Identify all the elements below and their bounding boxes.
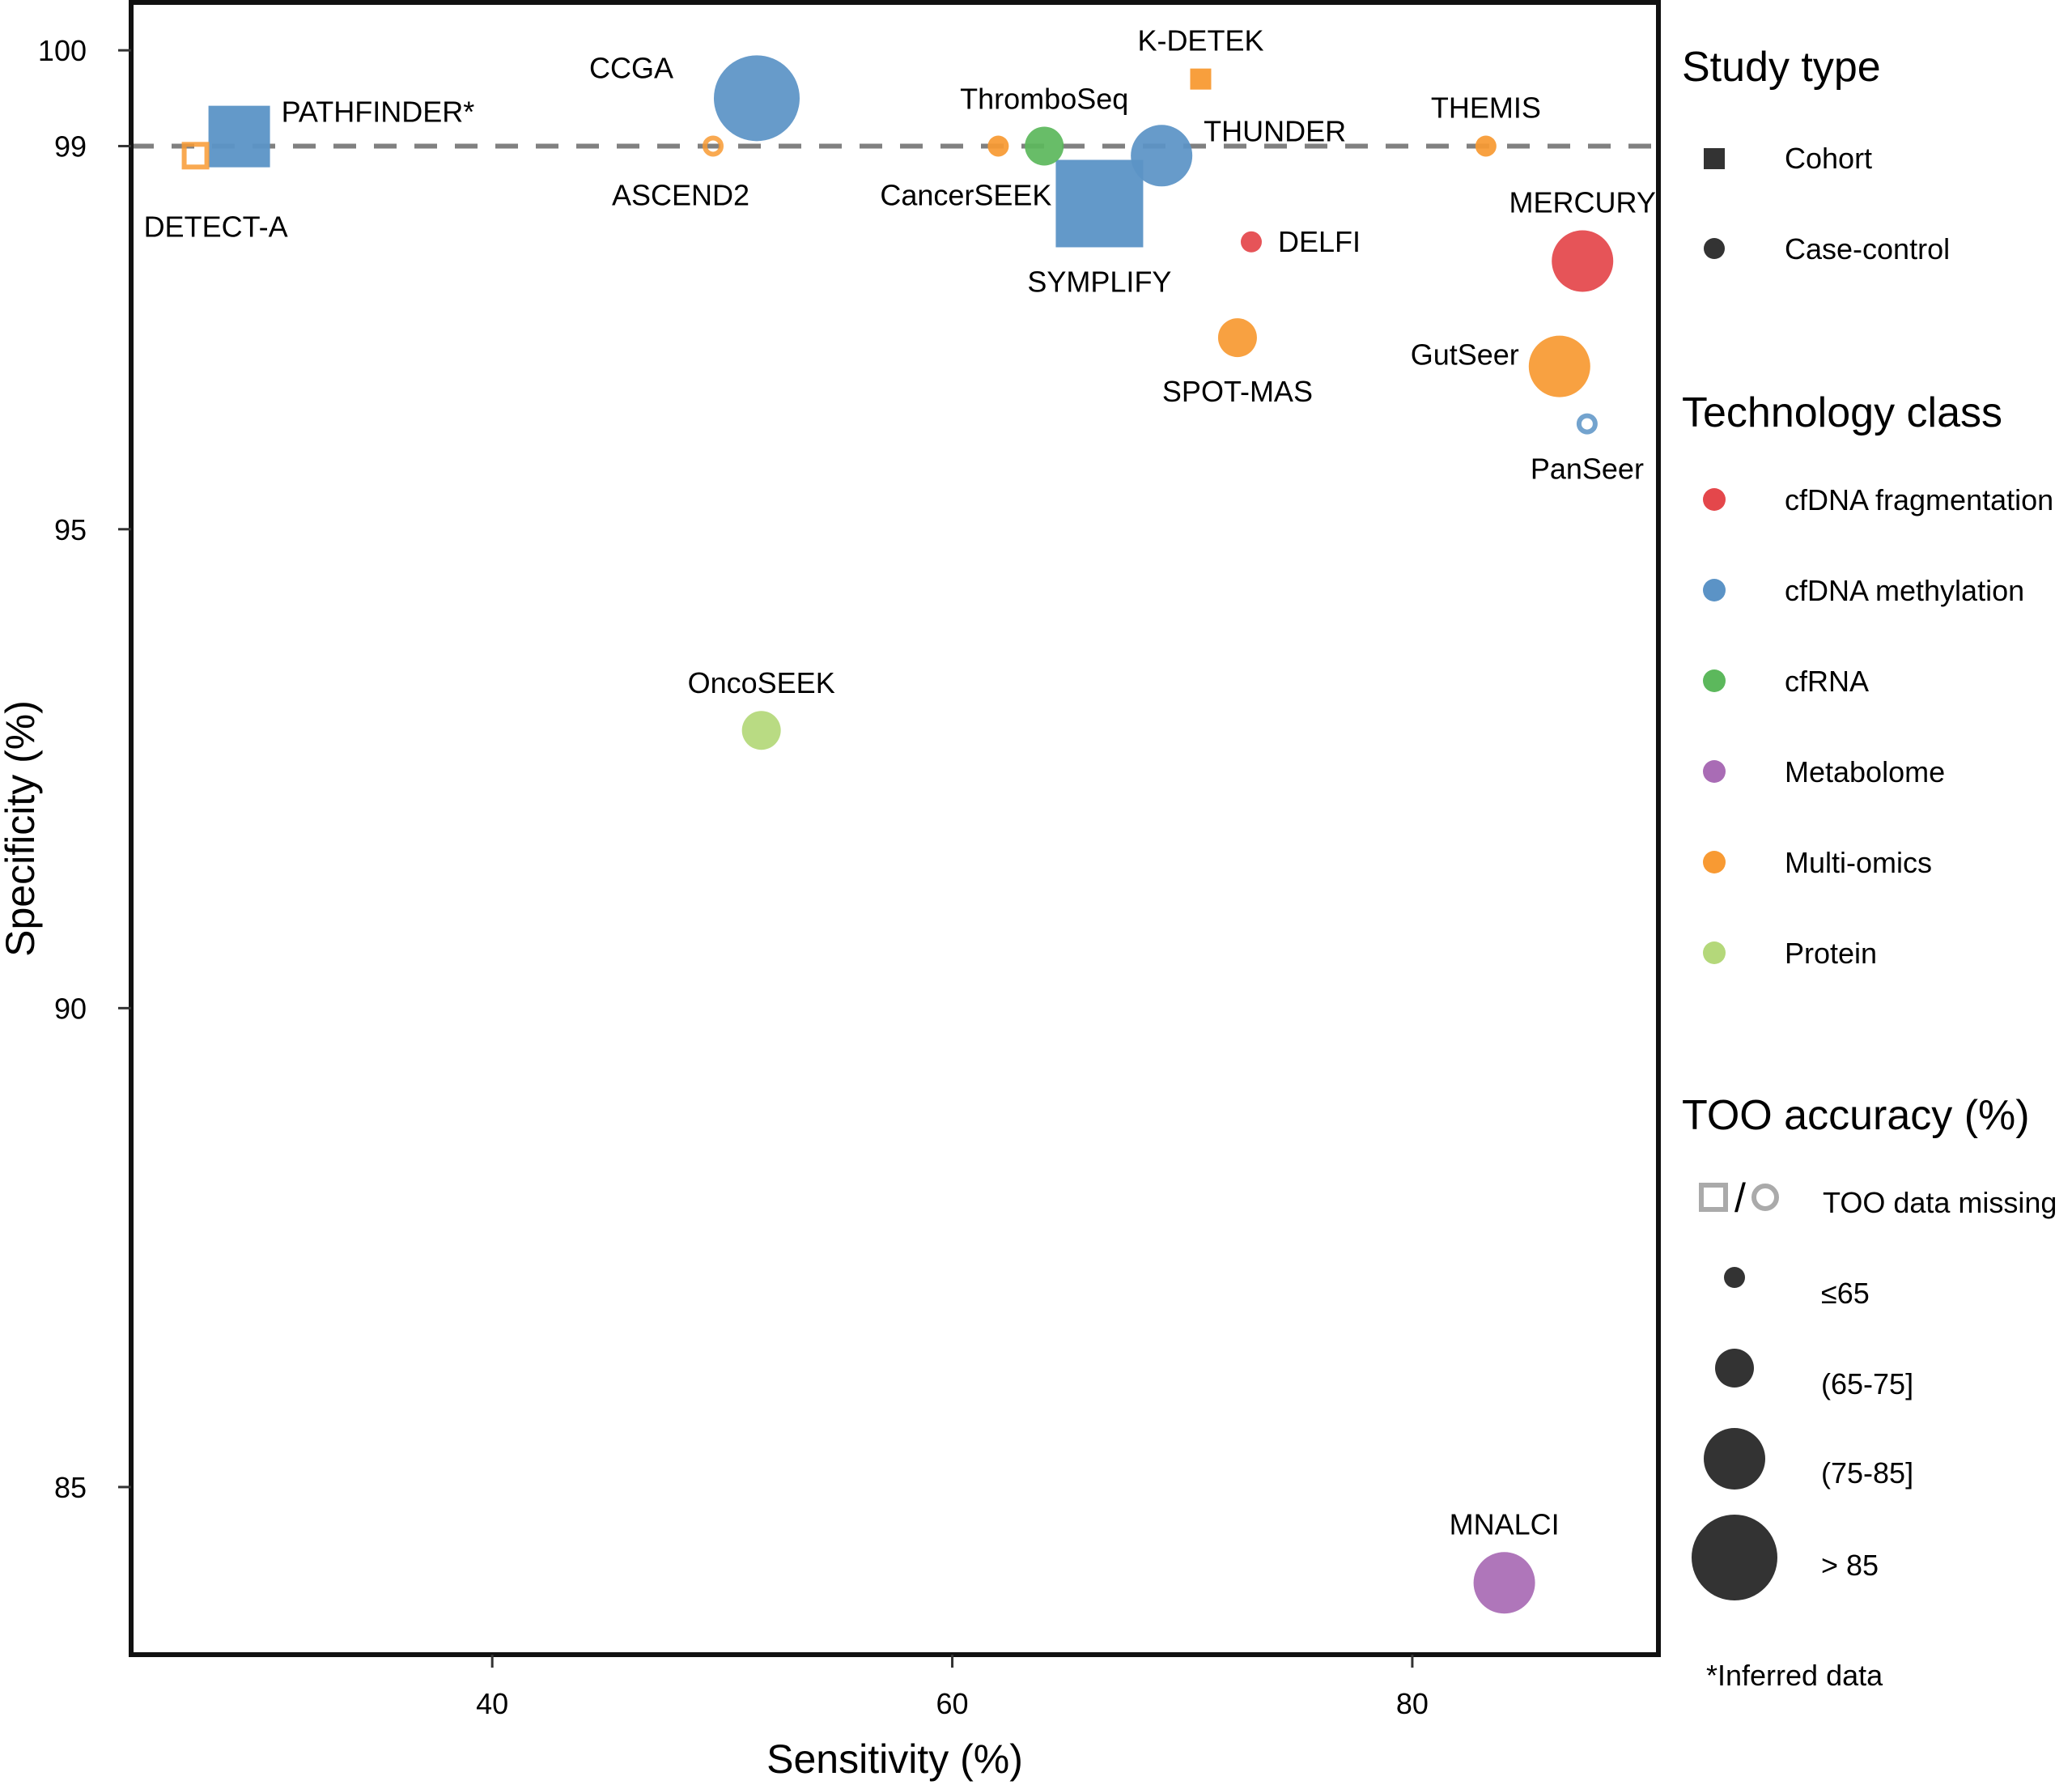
legend-swatch-metabolome — [1703, 760, 1726, 783]
point-label-oncoseek: OncoSEEK — [688, 666, 835, 699]
y-tick-label-90: 90 — [54, 992, 87, 1025]
legend-size-circle-2 — [1715, 1349, 1754, 1388]
point-marker-thunder — [1131, 125, 1193, 187]
point-label-gutseer: GutSeer — [1411, 338, 1519, 372]
y-tick-label-95: 95 — [54, 513, 87, 546]
point-label-mercury: MERCURY — [1509, 185, 1656, 219]
point-marker-k-detek — [1190, 68, 1212, 90]
legend-label-cfrna: cfRNA — [1785, 665, 1869, 698]
point-marker-detect-a — [181, 142, 210, 170]
y-axis-title: Specificity (%) — [0, 700, 43, 957]
point-label-thromboseq: ThromboSeq — [960, 82, 1128, 115]
legend-swatch-cfrna — [1703, 669, 1726, 692]
point-marker-mercury — [1552, 230, 1614, 292]
point-marker-mnalci — [1473, 1552, 1535, 1614]
point-marker-symplify — [1055, 159, 1144, 248]
legend: Study type Cohort Case-control Technology c… — [1682, 44, 2057, 1692]
point-marker-ascend2 — [702, 135, 724, 157]
legend-label-too-missing: TOO data missing — [1823, 1186, 2057, 1219]
legend-label-size-3: (75-85] — [1821, 1456, 1913, 1490]
legend-size-circle-3 — [1704, 1428, 1765, 1490]
point-label-mnalci: MNALCI — [1450, 1507, 1560, 1541]
point-label-detect-a: DETECT-A — [144, 210, 288, 243]
legend-title-technology-class: Technology class — [1682, 389, 2002, 436]
legend-title-study-type: Study type — [1682, 44, 1881, 91]
legend-missing-circle-icon — [1751, 1184, 1779, 1211]
y-tick-label-85: 85 — [54, 1471, 87, 1504]
axes-frame — [129, 0, 1661, 1657]
legend-size-circle-1 — [1724, 1267, 1745, 1288]
point-label-delfi: DELFI — [1278, 225, 1361, 258]
legend-swatch-multi-omics — [1703, 851, 1726, 873]
point-label-themis: THEMIS — [1431, 91, 1541, 124]
x-tick-label-40: 40 — [476, 1687, 508, 1720]
legend-label-size-1: ≤65 — [1821, 1277, 1870, 1310]
point-label-thunder: THUNDER — [1204, 114, 1346, 147]
point-label-pathfinder: PATHFINDER* — [282, 96, 475, 129]
x-tick-label-60: 60 — [936, 1687, 969, 1720]
legend-case-control-circle-icon — [1704, 238, 1725, 259]
point-marker-themis — [1475, 135, 1497, 157]
y-tick-label-99: 99 — [54, 130, 87, 163]
point-label-panseer: PanSeer — [1531, 453, 1644, 486]
legend-swatch-protein — [1703, 941, 1726, 964]
legend-swatch-cfdna-methylation — [1703, 579, 1726, 601]
point-marker-panseer — [1576, 413, 1598, 435]
plot-area: CCGA SYMPLIFY PATHFINDER* THUNDER MERCURY Gut… — [131, 24, 1658, 1614]
point-marker-cancerseek — [987, 135, 1009, 157]
legend-label-size-2: (65-75] — [1821, 1367, 1913, 1400]
legend-footnote: *Inferred data — [1706, 1659, 1883, 1692]
legend-size-circle-4 — [1692, 1515, 1777, 1600]
legend-missing-square-icon — [1699, 1183, 1728, 1212]
point-label-cancerseek: CancerSEEK — [880, 178, 1051, 211]
x-axis-title: Sensitivity (%) — [766, 1736, 1023, 1782]
legend-label-cfdna-methylation: cfDNA methylation — [1785, 574, 2024, 607]
legend-label-multi-omics: Multi-omics — [1785, 846, 1932, 879]
legend-label-metabolome: Metabolome — [1785, 755, 1945, 788]
legend-label-cfdna-fragmentation: cfDNA fragmentation — [1785, 483, 2053, 516]
point-marker-thromboseq — [1025, 126, 1064, 166]
point-label-ascend2: ASCEND2 — [612, 178, 749, 211]
legend-label-protein: Protein — [1785, 937, 1877, 970]
axes: 40 60 80 85 90 95 99 100 — [38, 0, 1661, 1720]
point-marker-gutseer — [1528, 335, 1590, 397]
point-label-spot-mas: SPOT-MAS — [1162, 375, 1313, 408]
legend-label-case-control: Case-control — [1785, 232, 1950, 266]
point-marker-ccga — [713, 55, 800, 142]
legend-slash: / — [1734, 1175, 1746, 1221]
point-marker-spot-mas — [1217, 318, 1257, 358]
point-marker-oncoseek — [741, 711, 781, 750]
legend-label-size-4: > 85 — [1821, 1549, 1879, 1582]
point-label-ccga: CCGA — [589, 51, 673, 84]
point-marker-delfi — [1240, 231, 1262, 253]
x-tick-label-80: 80 — [1396, 1687, 1429, 1720]
point-marker-pathfinder — [208, 105, 270, 168]
point-label-k-detek: K-DETEK — [1137, 24, 1263, 57]
legend-label-cohort: Cohort — [1785, 142, 1872, 175]
legend-title-too-accuracy: TOO accuracy (%) — [1682, 1092, 2030, 1139]
legend-swatch-cfdna-fragmentation — [1703, 488, 1726, 511]
y-tick-label-100: 100 — [38, 34, 87, 67]
point-label-symplify: SYMPLIFY — [1027, 265, 1171, 298]
legend-cohort-square-icon — [1704, 148, 1725, 169]
